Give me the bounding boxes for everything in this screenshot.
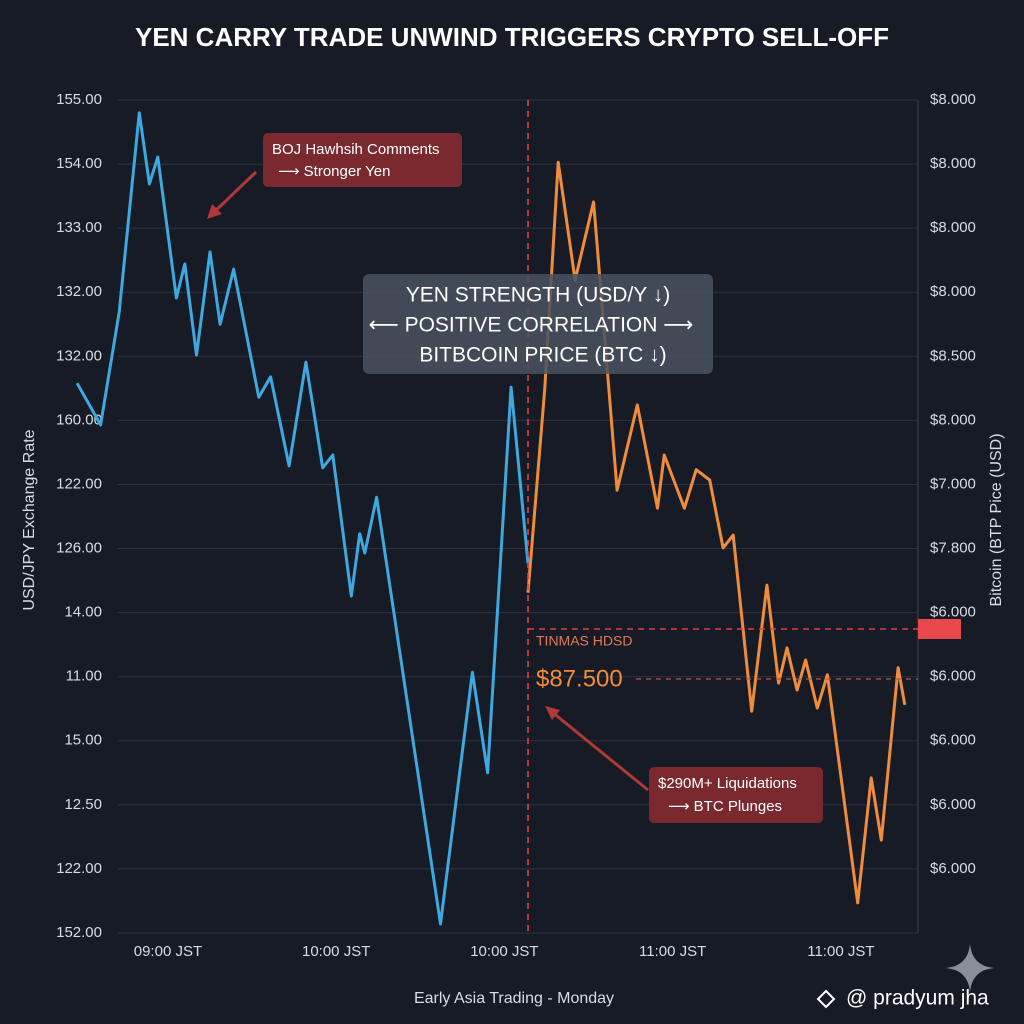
sparkle-icon [946, 944, 994, 992]
y2-tick-label: $6.000 [930, 732, 976, 749]
plot-area: 152.00 122.00 12.50 15.00 11.00 14.00 126.00 12… [56, 91, 976, 960]
annotation-box [649, 767, 823, 823]
arrow-head [207, 204, 222, 219]
correlation-box [363, 274, 713, 374]
y-tick-label: 12.50 [64, 796, 102, 813]
y-tick-label: 155.00 [56, 91, 102, 108]
y2-tick-label: $6.000 [930, 796, 976, 813]
x-tick-label: 10:00 JST [302, 943, 370, 960]
y2-tick-label: $8.000 [930, 91, 976, 108]
y-tick-label: 132.00 [56, 283, 102, 300]
y2-tick-label: $7.800 [930, 540, 976, 557]
annotation-text: ⟶ Stronger Yen [278, 163, 390, 180]
y2-tick-label: $6.000 [930, 860, 976, 877]
annotation-arrow [551, 710, 649, 792]
annotation-arrow [208, 170, 258, 218]
y2-tick-label: $8.000 [930, 155, 976, 172]
y-tick-label: 126.00 [56, 540, 102, 557]
y2-axis-label: Bitcoin (BTP Pice (USD) [988, 433, 1005, 606]
watermark: @ pradyum jha [846, 987, 989, 1010]
annotation-text: $290M+ Liquidations [658, 775, 797, 792]
price-label: $87.500 [536, 665, 623, 692]
logo-icon [816, 989, 836, 1009]
y-tick-label: 154.00 [56, 155, 102, 172]
correlation-text: BITBCOIN PRICE (BTC ↓) [419, 344, 666, 367]
x-tick-label: 11:00 JST [639, 943, 706, 960]
y-tick-label: 122.00 [56, 860, 102, 877]
annotation-text: ⟶ BTC Plunges [668, 798, 782, 815]
x-tick-label: 09:00 JST [134, 943, 202, 960]
y-tick-label: 160.00 [56, 411, 102, 428]
correlation-text: YEN STRENGTH (USD/Y ↓) [406, 284, 670, 307]
y-tick-label: 15.00 [64, 732, 102, 749]
x-tick-label: 10:00 JST [470, 943, 538, 960]
x-axis-label: Early Asia Trading - Monday [414, 990, 614, 1007]
y2-tick-label: $8.500 [930, 347, 976, 364]
annotation-text: BOJ Hawhsih Comments [272, 141, 440, 158]
y2-tick-label: $6.000 [930, 604, 976, 621]
chart-title: YEN CARRY TRADE UNWIND TRIGGERS CRYPTO S… [135, 22, 889, 52]
series-line [75, 111, 530, 926]
y-tick-label: 14.00 [64, 604, 102, 621]
correlation-text: ⟵ POSITIVE CORRELATION ⟶ [369, 314, 694, 337]
y-tick-label: 11.00 [66, 668, 102, 685]
y-tick-label: 122.00 [56, 475, 102, 492]
y2-tick-label: $8.000 [930, 411, 976, 428]
level-marker [918, 619, 961, 639]
y-axis-label: USD/JPY Exchange Rate [21, 429, 38, 610]
y2-tick-label: $7.000 [930, 475, 976, 492]
y2-tick-label: $6.000 [930, 668, 976, 685]
level-label: TINMAS HDSD [536, 633, 632, 649]
y-tick-label: 132.00 [56, 347, 102, 364]
y-tick-label: 133.00 [56, 219, 102, 236]
y2-tick-label: $8.000 [930, 283, 976, 300]
x-tick-label: 11:00 JST [807, 943, 874, 960]
annotation-box [263, 133, 462, 187]
arrow-head [545, 706, 560, 720]
y2-tick-label: $8.000 [930, 219, 976, 236]
y-tick-label: 152.00 [56, 924, 102, 941]
